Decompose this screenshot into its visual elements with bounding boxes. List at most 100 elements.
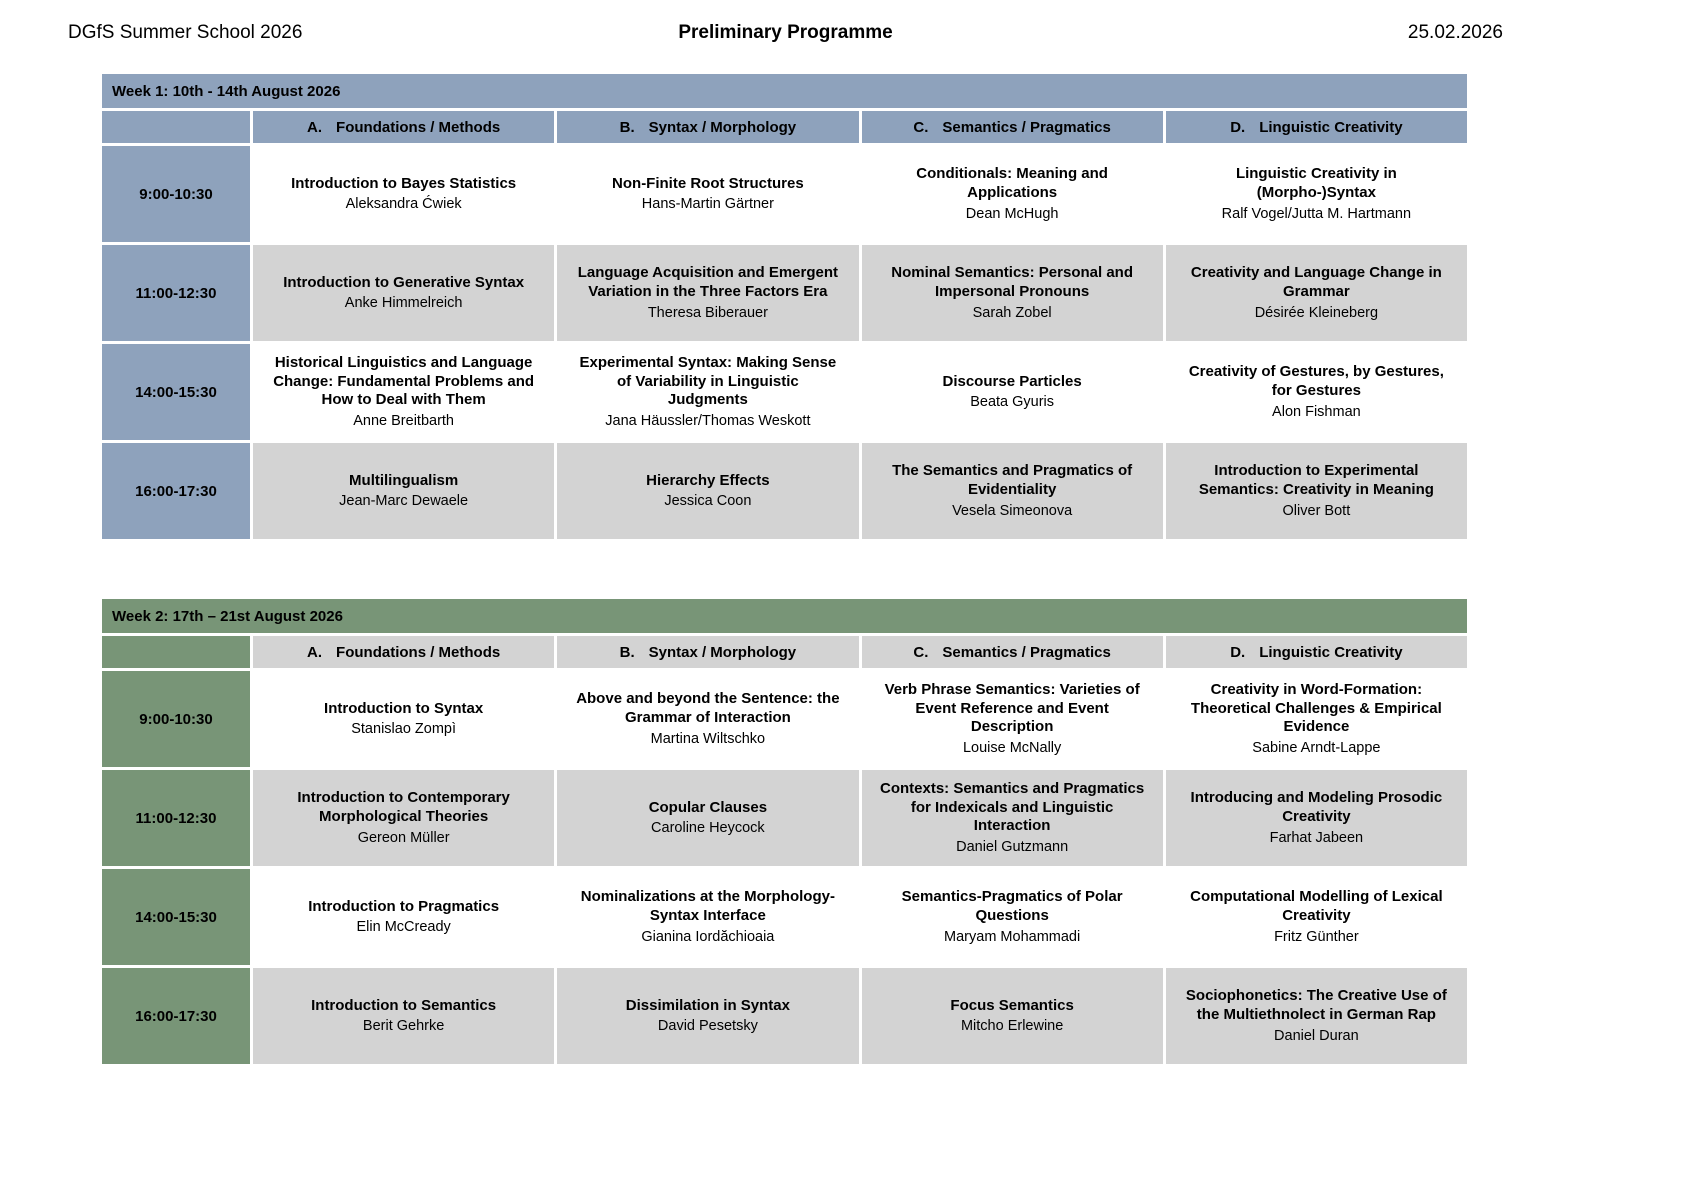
course-instructor: Dean McHugh xyxy=(965,205,1059,222)
course-instructor: Daniel Duran xyxy=(1274,1027,1359,1044)
course-cell: Hierarchy Effects Jessica Coon xyxy=(557,443,859,539)
column-label: Foundations / Methods xyxy=(336,643,501,661)
column-label: Semantics / Pragmatics xyxy=(942,118,1111,136)
time-slot-cell: 14:00-15:30 xyxy=(102,869,250,965)
column-header: C. Semantics / Pragmatics xyxy=(861,636,1163,668)
course-instructor: Aleksandra Ćwiek xyxy=(345,196,462,213)
time-slot-cell: 14:00-15:30 xyxy=(102,344,250,440)
course-instructor: Berit Gehrke xyxy=(362,1018,445,1035)
course-title: Multilingualism xyxy=(349,471,459,489)
course-instructor: Fritz Günther xyxy=(1274,928,1359,945)
course-title: Introduction to Semantics xyxy=(311,996,497,1014)
course-cell: The Semantics and Pragmatics of Evidenti… xyxy=(861,443,1163,539)
course-instructor: Ralf Vogel/Jutta M. Hartmann xyxy=(1221,205,1412,222)
course-instructor: Jessica Coon xyxy=(664,493,752,510)
course-title: Introduction to Experimental Semantics: … xyxy=(1198,462,1434,498)
course-cell: Historical Linguistics and Language Chan… xyxy=(253,344,555,440)
time-slot-cell: 11:00-12:30 xyxy=(102,245,250,341)
course-title: Contexts: Semantics and Pragmatics for I… xyxy=(879,779,1145,835)
course-title: Introduction to Contemporary Morphologic… xyxy=(297,789,510,825)
course-cell: Contexts: Semantics and Pragmatics for I… xyxy=(861,770,1163,866)
course-instructor: Anke Himmelreich xyxy=(344,295,463,312)
course-cell: Language Acquisition and Emergent Variat… xyxy=(557,245,859,341)
time-slot-cell: 9:00-10:30 xyxy=(102,671,250,767)
column-letter: D. xyxy=(1230,643,1246,661)
column-label: Syntax / Morphology xyxy=(648,643,797,661)
column-letter: A. xyxy=(307,643,323,661)
week-section: Week 2: 17th – 21st August 2026 A. Found… xyxy=(102,599,1467,1064)
course-cell: Non-Finite Root Structures Hans-Martin G… xyxy=(557,146,859,242)
course-instructor: Martina Wiltschko xyxy=(650,730,766,747)
course-instructor: Stanislao Zompì xyxy=(351,721,457,738)
column-header: A. Foundations / Methods xyxy=(253,636,555,668)
course-instructor: Désirée Kleineberg xyxy=(1254,304,1379,321)
course-title: Linguistic Creativity in (Morpho-)Syntax xyxy=(1235,165,1397,201)
course-cell: Above and beyond the Sentence: the Gramm… xyxy=(557,671,859,767)
course-cell: Focus Semantics Mitcho Erlewine xyxy=(861,968,1163,1064)
course-instructor: Theresa Biberauer xyxy=(647,304,768,321)
course-instructor: Farhat Jabeen xyxy=(1269,829,1364,846)
page-header: DGfS Summer School 2026 Preliminary Prog… xyxy=(68,22,1503,44)
column-letter: B. xyxy=(619,118,635,136)
course-title: Discourse Particles xyxy=(942,372,1082,390)
course-title: Dissimilation in Syntax xyxy=(625,996,790,1014)
course-instructor: Beata Gyuris xyxy=(970,394,1055,411)
course-instructor: Jana Häussler/Thomas Weskott xyxy=(605,413,811,430)
course-title: Creativity in Word-Formation: Theoretica… xyxy=(1190,680,1442,736)
course-title: Verb Phrase Semantics: Varieties of Even… xyxy=(884,680,1140,736)
course-title: Historical Linguistics and Language Chan… xyxy=(273,353,535,409)
course-cell: Introduction to Syntax Stanislao Zompì xyxy=(253,671,555,767)
course-instructor: Vesela Simeonova xyxy=(952,502,1073,519)
course-title: Introduction to Pragmatics xyxy=(308,897,500,915)
time-slot-cell: 9:00-10:30 xyxy=(102,146,250,242)
course-cell: Computational Modelling of Lexical Creat… xyxy=(1165,869,1467,965)
weeks-container: Week 1: 10th - 14th August 2026 A. Found… xyxy=(102,74,1467,1064)
course-instructor: Maryam Mohammadi xyxy=(944,928,1081,945)
document-date: 25.02.2026 xyxy=(1407,22,1503,43)
course-cell: Sociophonetics: The Creative Use of the … xyxy=(1165,968,1467,1064)
course-title: Semantics-Pragmatics of Polar Questions xyxy=(901,888,1123,924)
course-title: Non-Finite Root Structures xyxy=(612,174,804,192)
course-instructor: Hans-Martin Gärtner xyxy=(641,196,774,213)
course-instructor: Sabine Arndt-Lappe xyxy=(1252,740,1381,757)
course-cell: Dissimilation in Syntax David Pesetsky xyxy=(557,968,859,1064)
course-instructor: Anne Breitbarth xyxy=(353,413,454,430)
course-cell: Introduction to Bayes Statistics Aleksan… xyxy=(253,146,555,242)
course-title: Sociophonetics: The Creative Use of the … xyxy=(1185,987,1447,1023)
course-instructor: Oliver Bott xyxy=(1282,502,1351,519)
course-cell: Semantics-Pragmatics of Polar Questions … xyxy=(861,869,1163,965)
course-instructor: Gereon Müller xyxy=(357,829,450,846)
column-header: C. Semantics / Pragmatics xyxy=(861,111,1163,143)
course-cell: Verb Phrase Semantics: Varieties of Even… xyxy=(861,671,1163,767)
course-cell: Linguistic Creativity in (Morpho-)Syntax… xyxy=(1165,146,1467,242)
column-label: Foundations / Methods xyxy=(336,118,501,136)
course-cell: Introduction to Experimental Semantics: … xyxy=(1165,443,1467,539)
week-title-band: Week 2: 17th – 21st August 2026 xyxy=(102,599,1467,633)
column-label: Linguistic Creativity xyxy=(1259,118,1403,136)
course-cell: Copular Clauses Caroline Heycock xyxy=(557,770,859,866)
course-title: Creativity and Language Change in Gramma… xyxy=(1190,264,1442,300)
course-title: Hierarchy Effects xyxy=(646,471,770,489)
course-cell: Nominal Semantics: Personal and Imperson… xyxy=(861,245,1163,341)
corner-cell xyxy=(102,636,250,668)
document-title: DGfS Summer School 2026 xyxy=(68,22,303,43)
column-label: Linguistic Creativity xyxy=(1259,643,1403,661)
column-header: A. Foundations / Methods xyxy=(253,111,555,143)
course-title: Nominalizations at the Morphology-Syntax… xyxy=(580,888,835,924)
course-instructor: Louise McNally xyxy=(962,740,1062,757)
page-title: Preliminary Programme xyxy=(678,22,893,43)
course-cell: Nominalizations at the Morphology-Syntax… xyxy=(557,869,859,965)
course-title: Conditionals: Meaning and Applications xyxy=(916,165,1108,201)
course-cell: Introducing and Modeling Prosodic Creati… xyxy=(1165,770,1467,866)
course-cell: Discourse Particles Beata Gyuris xyxy=(861,344,1163,440)
course-instructor: Sarah Zobel xyxy=(972,304,1052,321)
course-instructor: David Pesetsky xyxy=(657,1018,758,1035)
course-title: Focus Semantics xyxy=(950,996,1074,1014)
course-cell: Conditionals: Meaning and Applications D… xyxy=(861,146,1163,242)
course-title: Above and beyond the Sentence: the Gramm… xyxy=(576,690,840,726)
week-title-band: Week 1: 10th - 14th August 2026 xyxy=(102,74,1467,108)
course-cell: Introduction to Pragmatics Elin McCready xyxy=(253,869,555,965)
course-instructor: Elin McCready xyxy=(356,919,451,936)
column-header: D. Linguistic Creativity xyxy=(1165,111,1467,143)
